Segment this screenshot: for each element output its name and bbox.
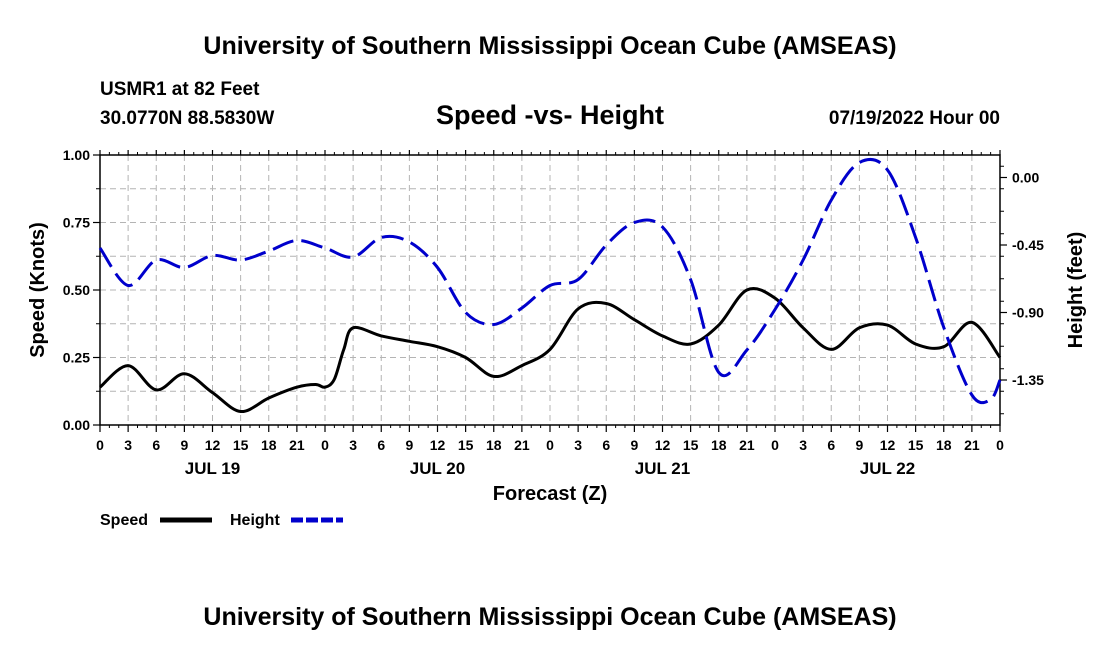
x-tick-label: 9 xyxy=(405,437,413,453)
x-tick-label: 21 xyxy=(964,437,980,453)
y-axis-title: Speed (Knots) xyxy=(27,222,49,358)
x-tick-label: 12 xyxy=(430,437,446,453)
x-tick-label: 15 xyxy=(233,437,249,453)
x-tick-label: 12 xyxy=(880,437,896,453)
y2-tick-label: -0.45 xyxy=(1012,237,1044,253)
station-label: USMR1 at 82 Feet xyxy=(100,79,260,100)
frame-tick-marks xyxy=(93,150,1007,432)
x-tick-label: 0 xyxy=(996,437,1004,453)
y2-tick-label: -0.90 xyxy=(1012,305,1044,321)
x-tick-label: 9 xyxy=(630,437,638,453)
x-tick-label: 6 xyxy=(152,437,160,453)
x-tick-label: 6 xyxy=(827,437,835,453)
station-coordinates: 30.0770N 88.5830W xyxy=(100,108,274,129)
x-tick-label: 21 xyxy=(739,437,755,453)
day-label: JUL 21 xyxy=(635,459,690,478)
y2-tick-label: -1.35 xyxy=(1012,372,1044,388)
day-labels: JUL 19 JUL 20 JUL 21 JUL 22 xyxy=(185,459,915,478)
x-tick-label: 12 xyxy=(205,437,221,453)
day-label: JUL 22 xyxy=(860,459,915,478)
x-tick-label: 18 xyxy=(486,437,502,453)
x-tick-label: 3 xyxy=(574,437,582,453)
x-tick-label: 9 xyxy=(180,437,188,453)
day-label: JUL 19 xyxy=(185,459,240,478)
x-tick-label: 18 xyxy=(261,437,277,453)
x-tick-label: 3 xyxy=(124,437,132,453)
x-tick-label: 0 xyxy=(96,437,104,453)
series-speed-line xyxy=(99,286,1002,414)
forecast-axis: 0 3 6 9 12 15 18 21 0 3 6 9 12 15 18 21 0 3 6 9 12 15 18 21 0 3 6 9… xyxy=(96,437,1004,453)
x-tick-label: 6 xyxy=(602,437,610,453)
y-tick-label: 0.25 xyxy=(63,350,90,366)
x-tick-label: 0 xyxy=(321,437,329,453)
legend-label-height: Height xyxy=(230,512,280,529)
chart-legend: Speed Height xyxy=(100,512,343,529)
height-axis: 0.00 -0.45 -0.90 -1.35 xyxy=(1012,170,1044,389)
x-tick-label: 15 xyxy=(458,437,474,453)
x-tick-label: 9 xyxy=(855,437,863,453)
x-tick-label: 21 xyxy=(289,437,305,453)
x-tick-label: 18 xyxy=(711,437,727,453)
speed-axis: 0.00 0.25 0.50 0.75 1.00 xyxy=(63,147,90,433)
x-tick-label: 6 xyxy=(377,437,385,453)
y-tick-label: 0.00 xyxy=(63,417,90,433)
y-tick-label: 0.75 xyxy=(63,215,90,231)
y-tick-label: 1.00 xyxy=(63,147,90,163)
x-tick-label: 3 xyxy=(799,437,807,453)
y2-tick-label: 0.00 xyxy=(1012,170,1039,186)
legend-label-speed: Speed xyxy=(100,512,148,529)
x-tick-label: 15 xyxy=(683,437,699,453)
series-height-line xyxy=(98,157,1002,405)
forecast-datetime: 07/19/2022 Hour 00 xyxy=(829,108,1000,129)
x-axis-title: Forecast (Z) xyxy=(493,483,607,505)
chart-subtitle: Speed -vs- Height xyxy=(436,100,664,130)
x-tick-label: 0 xyxy=(771,437,779,453)
x-tick-label: 21 xyxy=(514,437,530,453)
grid-lines xyxy=(100,155,1000,425)
x-tick-label: 3 xyxy=(349,437,357,453)
x-tick-label: 15 xyxy=(908,437,924,453)
footer-title: University of Southern Mississippi Ocean… xyxy=(203,603,896,631)
y2-axis-title: Height (feet) xyxy=(1065,232,1087,349)
x-tick-label: 0 xyxy=(546,437,554,453)
day-label: JUL 20 xyxy=(410,459,465,478)
x-tick-label: 18 xyxy=(936,437,952,453)
series-lines xyxy=(98,157,1002,414)
y-tick-label: 0.50 xyxy=(63,282,90,298)
x-tick-label: 12 xyxy=(655,437,671,453)
chart-main-title: University of Southern Mississippi Ocean… xyxy=(203,32,896,60)
